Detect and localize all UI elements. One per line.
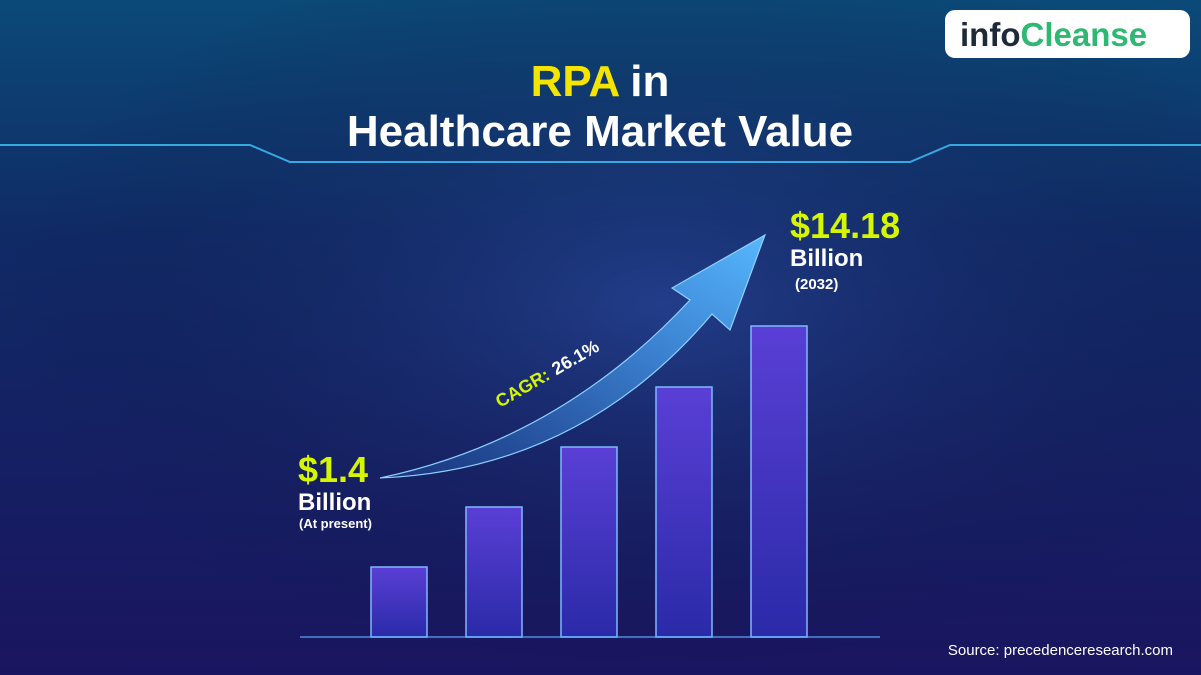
title-line2: Healthcare Market Value bbox=[347, 107, 853, 156]
growth-arrow bbox=[379, 233, 767, 479]
start-note: (At present) bbox=[299, 516, 372, 531]
end-unit: Billion bbox=[790, 245, 863, 272]
bar bbox=[560, 446, 618, 638]
end-note: (2032) bbox=[795, 276, 838, 293]
logo-badge bbox=[945, 10, 1190, 58]
bar bbox=[370, 566, 428, 638]
start-unit: Billion bbox=[298, 489, 371, 516]
bar bbox=[750, 325, 808, 638]
start-value: $1.4 bbox=[298, 449, 368, 490]
bar bbox=[655, 386, 713, 638]
divider-line bbox=[0, 144, 1201, 163]
title-line1: RPA in bbox=[531, 57, 670, 106]
logo-text: infoCleanse bbox=[960, 16, 1147, 53]
end-value: $14.18 bbox=[790, 205, 900, 246]
title-highlight: RPA bbox=[531, 57, 621, 106]
source: Source: precedenceresearch.com bbox=[948, 642, 1173, 659]
title-rest: in bbox=[630, 57, 669, 106]
bar bbox=[465, 506, 523, 638]
logo-cleanse: Cleanse bbox=[1020, 16, 1147, 53]
logo-info: info bbox=[960, 16, 1020, 53]
logo: infoCleanse bbox=[945, 10, 1190, 58]
bars bbox=[370, 325, 808, 638]
